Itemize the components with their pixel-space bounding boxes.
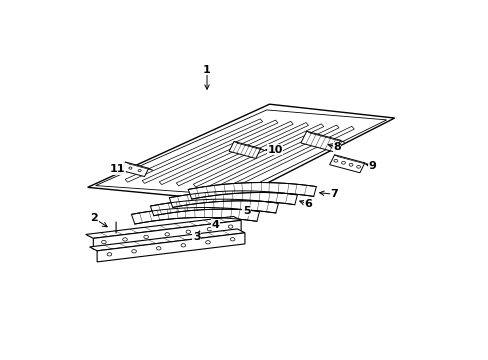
Text: 8: 8	[332, 142, 340, 152]
Text: 4: 4	[211, 220, 219, 230]
Polygon shape	[329, 155, 364, 173]
Text: 6: 6	[304, 199, 311, 209]
Polygon shape	[229, 141, 260, 158]
Text: 5: 5	[243, 206, 250, 216]
Text: 1: 1	[203, 64, 210, 75]
Text: 7: 7	[329, 189, 337, 199]
Polygon shape	[193, 124, 323, 187]
Polygon shape	[159, 121, 293, 185]
Polygon shape	[87, 104, 394, 201]
Polygon shape	[227, 126, 354, 189]
Polygon shape	[131, 207, 259, 224]
Polygon shape	[97, 233, 244, 262]
Polygon shape	[210, 125, 338, 188]
Polygon shape	[150, 199, 278, 216]
Polygon shape	[93, 220, 241, 249]
Polygon shape	[89, 229, 244, 251]
Text: 2: 2	[90, 213, 98, 224]
Polygon shape	[142, 120, 277, 183]
Polygon shape	[300, 131, 340, 152]
Text: 9: 9	[368, 161, 376, 171]
Polygon shape	[169, 191, 297, 207]
Polygon shape	[121, 162, 148, 176]
Polygon shape	[125, 119, 262, 182]
Text: 3: 3	[193, 232, 200, 242]
Polygon shape	[188, 183, 316, 199]
Polygon shape	[176, 122, 308, 186]
Text: 11: 11	[109, 164, 125, 174]
Polygon shape	[85, 216, 241, 238]
Text: 10: 10	[267, 145, 283, 155]
